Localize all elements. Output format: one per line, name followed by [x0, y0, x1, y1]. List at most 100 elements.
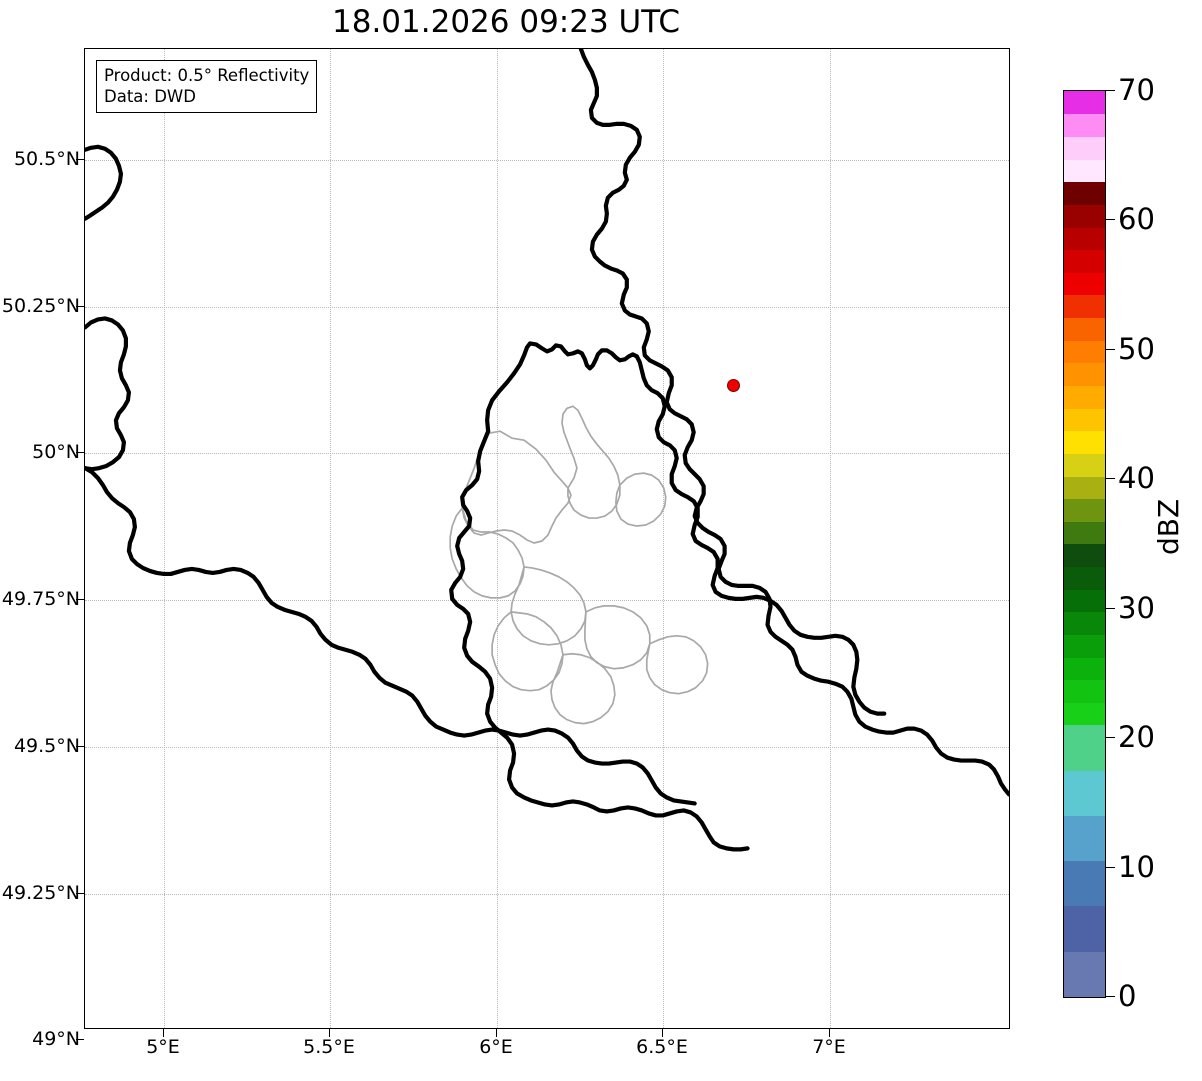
- colorbar-band: [1064, 928, 1105, 952]
- colorbar-tick-mark: [1106, 219, 1115, 220]
- colorbar-band: [1064, 294, 1105, 319]
- y-tick-mark: [76, 1039, 84, 1040]
- colorbar-band: [1064, 905, 1105, 930]
- gridline-horizontal: [85, 307, 1009, 308]
- colorbar-band: [1064, 430, 1105, 454]
- y-tick-label: 49.75°N: [1, 588, 80, 610]
- radar-station-marker[interactable]: [727, 379, 740, 392]
- gridline-vertical: [830, 49, 831, 1028]
- y-tick-mark: [76, 893, 84, 894]
- product-info-box: Product: 0.5° Reflectivity Data: DWD: [96, 60, 318, 114]
- colorbar-band: [1064, 385, 1105, 409]
- colorbar-tick-mark: [1106, 996, 1115, 997]
- y-tick-label: 50.25°N: [1, 295, 80, 317]
- border-detail-southeast: [531, 727, 697, 806]
- y-tick-mark: [76, 599, 84, 600]
- colorbar-band: [1064, 701, 1105, 726]
- colorbar-band: [1064, 181, 1105, 205]
- y-tick-mark: [76, 159, 84, 160]
- gridline-horizontal: [85, 453, 1009, 454]
- colorbar-band: [1064, 271, 1105, 296]
- y-tick-mark: [76, 452, 84, 453]
- gridline-vertical: [330, 49, 331, 1028]
- gridline-vertical: [497, 49, 498, 1028]
- gridline-vertical: [663, 49, 664, 1028]
- gridline-horizontal: [85, 160, 1009, 161]
- colorbar-tick-label: 0: [1118, 979, 1137, 1013]
- colorbar-band: [1064, 226, 1105, 251]
- colorbar-band: [1064, 339, 1105, 364]
- colorbar-band: [1064, 837, 1105, 862]
- x-tick-label: 6.5°E: [636, 1036, 688, 1058]
- colorbar-tick-mark: [1106, 867, 1115, 868]
- luxembourg-border: [449, 341, 887, 852]
- colorbar-tick-label: 50: [1118, 332, 1155, 366]
- colorbar-tick-mark: [1106, 737, 1115, 738]
- colorbar-band: [1064, 747, 1105, 771]
- colorbar-band: [1064, 453, 1105, 477]
- x-tick-mark: [829, 1029, 830, 1037]
- colorbar-band: [1064, 362, 1105, 386]
- colorbar-band: [1064, 611, 1105, 635]
- y-tick-label: 49.5°N: [13, 735, 80, 757]
- x-tick-mark: [496, 1029, 497, 1037]
- colorbar-tick-label: 30: [1118, 591, 1155, 625]
- colorbar-band: [1064, 679, 1105, 703]
- colorbar-band: [1064, 317, 1105, 341]
- colorbar-band: [1064, 950, 1105, 975]
- colorbar-tick-mark: [1106, 349, 1115, 350]
- colorbar-band: [1064, 792, 1105, 816]
- colorbar-tick-label: 40: [1118, 461, 1155, 495]
- y-tick-label: 49.25°N: [1, 882, 80, 904]
- colorbar-tick-label: 60: [1118, 202, 1155, 236]
- colorbar-band: [1064, 91, 1105, 115]
- gridline-horizontal: [85, 600, 1009, 601]
- national-borders: [85, 49, 1009, 797]
- x-tick-label: 6°E: [479, 1036, 513, 1058]
- colorbar-band: [1064, 656, 1105, 681]
- y-tick-label: 50°N: [32, 441, 80, 463]
- colorbar-band: [1064, 566, 1105, 590]
- colorbar-band: [1064, 158, 1105, 183]
- x-tick-label: 7°E: [812, 1036, 846, 1058]
- y-tick-mark: [76, 746, 84, 747]
- colorbar-band: [1064, 634, 1105, 658]
- map-geometry: [85, 49, 1009, 908]
- colorbar-tick-mark: [1106, 90, 1115, 91]
- colorbar-band: [1064, 204, 1105, 228]
- colorbar-band: [1064, 588, 1105, 613]
- colorbar-band: [1064, 475, 1105, 500]
- x-tick-mark: [329, 1029, 330, 1037]
- colorbar-band: [1064, 113, 1105, 138]
- y-tick-label: 49°N: [32, 1028, 80, 1050]
- map-plot-area[interactable]: Product: 0.5° Reflectivity Data: DWD: [84, 48, 1010, 1029]
- gridline-horizontal: [85, 747, 1009, 748]
- page-title: 18.01.2026 09:23 UTC: [332, 4, 680, 40]
- gridline-vertical: [164, 49, 165, 1028]
- x-tick-mark: [163, 1029, 164, 1037]
- colorbar-band: [1064, 543, 1105, 568]
- colorbar-tick-label: 20: [1118, 720, 1155, 754]
- colorbar-tick-label: 10: [1118, 850, 1155, 884]
- x-tick-label: 5.5°E: [303, 1036, 355, 1058]
- colorbar-band: [1064, 860, 1105, 884]
- info-product-line: Product: 0.5° Reflectivity: [104, 66, 310, 85]
- colorbar-band: [1064, 769, 1105, 794]
- colorbar-tick-mark: [1106, 608, 1115, 609]
- colorbar-tick-mark: [1106, 478, 1115, 479]
- colorbar-band: [1064, 973, 1105, 997]
- y-tick-label: 50.5°N: [13, 148, 80, 170]
- x-tick-label: 5°E: [146, 1036, 180, 1058]
- colorbar-band: [1064, 520, 1105, 545]
- gridline-horizontal: [85, 894, 1009, 895]
- y-tick-mark: [76, 306, 84, 307]
- colorbar-band: [1064, 407, 1105, 432]
- colorbar-band: [1064, 882, 1105, 907]
- colorbar-band: [1064, 136, 1105, 160]
- colorbar-tick-label: 70: [1118, 73, 1155, 107]
- helper-path: [508, 333, 826, 908]
- colorbar-band: [1064, 724, 1105, 749]
- colorbar-band: [1064, 249, 1105, 273]
- colorbar-band: [1064, 498, 1105, 522]
- colorbar[interactable]: [1063, 90, 1106, 998]
